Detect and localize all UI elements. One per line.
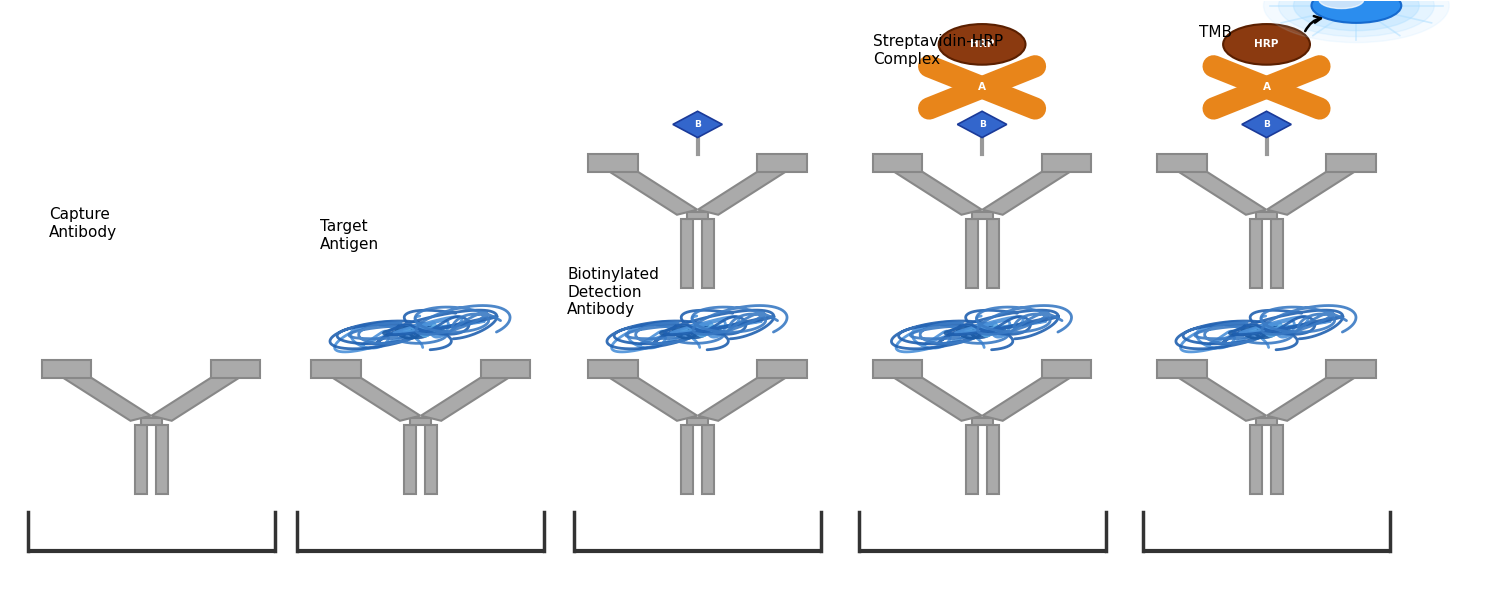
Circle shape bbox=[1278, 0, 1434, 37]
Polygon shape bbox=[702, 425, 714, 494]
Polygon shape bbox=[957, 111, 1006, 137]
Polygon shape bbox=[422, 373, 509, 421]
Polygon shape bbox=[972, 418, 993, 425]
Polygon shape bbox=[982, 167, 1070, 215]
Ellipse shape bbox=[1311, 0, 1401, 23]
Polygon shape bbox=[211, 361, 261, 378]
Polygon shape bbox=[588, 361, 638, 378]
Polygon shape bbox=[1156, 154, 1206, 172]
Polygon shape bbox=[687, 418, 708, 425]
Ellipse shape bbox=[1222, 24, 1310, 65]
Polygon shape bbox=[1256, 212, 1276, 220]
Polygon shape bbox=[156, 425, 168, 494]
Polygon shape bbox=[966, 220, 978, 288]
Polygon shape bbox=[1156, 361, 1206, 378]
Polygon shape bbox=[480, 361, 530, 378]
Polygon shape bbox=[966, 425, 978, 494]
Polygon shape bbox=[687, 212, 708, 220]
Circle shape bbox=[1263, 0, 1449, 43]
Text: A: A bbox=[1263, 82, 1270, 92]
Polygon shape bbox=[1042, 154, 1092, 172]
Ellipse shape bbox=[939, 24, 1026, 65]
Polygon shape bbox=[152, 373, 238, 421]
Circle shape bbox=[1318, 0, 1364, 8]
Polygon shape bbox=[1326, 361, 1376, 378]
Text: HRP: HRP bbox=[970, 40, 994, 49]
Text: B: B bbox=[978, 120, 986, 129]
Polygon shape bbox=[681, 220, 693, 288]
Polygon shape bbox=[873, 361, 922, 378]
Text: Biotinylated
Detection
Antibody: Biotinylated Detection Antibody bbox=[567, 267, 658, 317]
Text: A: A bbox=[978, 82, 986, 92]
Polygon shape bbox=[758, 154, 807, 172]
Polygon shape bbox=[894, 167, 981, 215]
Polygon shape bbox=[972, 212, 993, 220]
Polygon shape bbox=[698, 167, 786, 215]
Polygon shape bbox=[982, 373, 1070, 421]
Polygon shape bbox=[1042, 361, 1092, 378]
Polygon shape bbox=[1268, 373, 1354, 421]
Text: HRP: HRP bbox=[1254, 40, 1278, 49]
Polygon shape bbox=[312, 361, 360, 378]
Polygon shape bbox=[702, 220, 714, 288]
Polygon shape bbox=[1250, 425, 1262, 494]
Polygon shape bbox=[333, 373, 420, 421]
Polygon shape bbox=[1256, 418, 1276, 425]
Polygon shape bbox=[873, 154, 922, 172]
Polygon shape bbox=[424, 425, 436, 494]
Text: Streptavidin-HRP
Complex: Streptavidin-HRP Complex bbox=[873, 34, 1004, 67]
Polygon shape bbox=[410, 418, 430, 425]
Polygon shape bbox=[404, 425, 416, 494]
Polygon shape bbox=[609, 167, 698, 215]
Polygon shape bbox=[609, 373, 698, 421]
Polygon shape bbox=[42, 361, 92, 378]
Polygon shape bbox=[987, 220, 999, 288]
Polygon shape bbox=[1270, 425, 1282, 494]
Polygon shape bbox=[63, 373, 152, 421]
Polygon shape bbox=[1179, 373, 1266, 421]
Polygon shape bbox=[1268, 167, 1354, 215]
Polygon shape bbox=[681, 425, 693, 494]
Polygon shape bbox=[141, 418, 162, 425]
Polygon shape bbox=[987, 425, 999, 494]
Polygon shape bbox=[588, 154, 638, 172]
Text: B: B bbox=[1263, 120, 1270, 129]
Polygon shape bbox=[894, 373, 981, 421]
Polygon shape bbox=[1242, 111, 1292, 137]
Text: Capture
Antibody: Capture Antibody bbox=[50, 208, 117, 240]
Polygon shape bbox=[758, 361, 807, 378]
Polygon shape bbox=[135, 425, 147, 494]
Text: Target
Antigen: Target Antigen bbox=[321, 220, 380, 252]
Polygon shape bbox=[1179, 167, 1266, 215]
Polygon shape bbox=[1270, 220, 1282, 288]
Text: TMB: TMB bbox=[1198, 25, 1231, 40]
Polygon shape bbox=[1326, 154, 1376, 172]
Polygon shape bbox=[1250, 220, 1262, 288]
Circle shape bbox=[1293, 0, 1419, 31]
Text: B: B bbox=[694, 120, 700, 129]
Polygon shape bbox=[674, 111, 723, 137]
Polygon shape bbox=[698, 373, 786, 421]
